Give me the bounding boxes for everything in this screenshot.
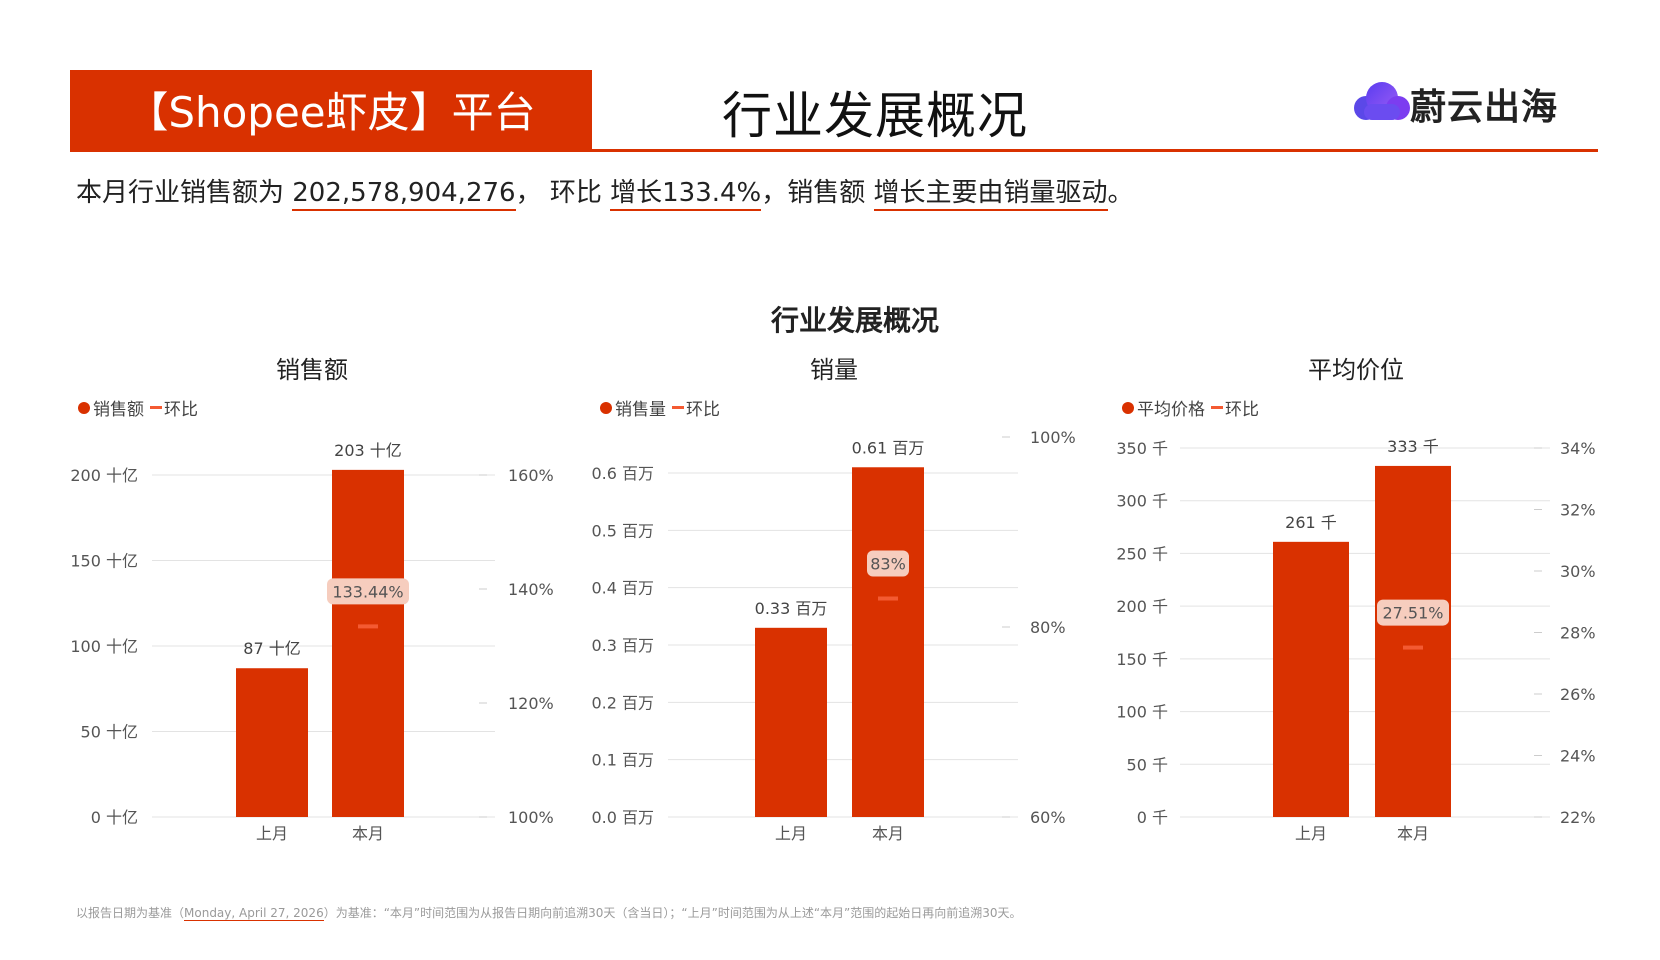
legend-line-marker (672, 406, 684, 409)
x-tick-label: 本月 (872, 824, 904, 843)
y-tick-label: 350 千 (1116, 439, 1168, 458)
legend-line-label: 环比 (686, 400, 720, 420)
y2-tick-label: 100% (508, 808, 554, 827)
bar-2 (852, 467, 924, 817)
bar-1 (236, 668, 308, 817)
y-tick-label: 200 千 (1116, 597, 1168, 616)
cloud-logo-icon (1354, 82, 1410, 120)
y-tick-label: 150 十亿 (70, 552, 138, 571)
y-tick-label: 300 千 (1116, 492, 1168, 511)
legend-bar-label: 销售量 (615, 400, 666, 420)
y-tick-label: 0.1 百万 (591, 751, 654, 770)
mom-label-bg (867, 550, 909, 577)
mom-label: 133.44% (332, 582, 403, 601)
x-tick-label: 上月 (1295, 824, 1327, 843)
x-tick-label: 上月 (775, 824, 807, 843)
summary-suffix: 。 (1107, 178, 1134, 208)
y-tick-label: 0.0 百万 (591, 808, 654, 827)
bar-2 (1375, 465, 1451, 817)
y-tick-label: 50 十亿 (81, 723, 138, 742)
legend-line-marker (150, 406, 162, 409)
y-tick-label: 150 千 (1116, 650, 1168, 669)
footnote-prefix: 以报告日期为基准（ (76, 906, 185, 920)
y-tick-label: 0.4 百万 (591, 579, 654, 598)
y-tick-label: 250 千 (1116, 544, 1168, 563)
y2-tick-label: 140% (508, 580, 554, 599)
y2-tick-label: 32% (1560, 501, 1596, 520)
chart-title-1: 销售额 (276, 356, 348, 384)
bar-2 (332, 469, 404, 817)
legend-bar-marker (1122, 402, 1134, 414)
bar-value-label: 0.61 百万 (852, 438, 925, 457)
platform-banner (70, 70, 592, 152)
y2-tick-label: 120% (508, 694, 554, 713)
legend-bar-marker (78, 402, 90, 414)
mom-marker (878, 596, 898, 601)
legend-bar-label: 销售额 (93, 400, 144, 420)
summary-sales-value: 202,578,904,276 (292, 178, 516, 211)
bar-value-label: 333 千 (1387, 437, 1439, 456)
summary-prefix: 本月行业销售额为 (76, 178, 293, 208)
y2-tick-label: 24% (1560, 747, 1596, 766)
y2-tick-label: 30% (1560, 562, 1596, 581)
mom-label-bg (327, 578, 409, 605)
y2-tick-label: 80% (1030, 618, 1066, 637)
section-title: 行业发展概况 (770, 304, 939, 337)
chart-title-3: 平均价位 (1308, 356, 1404, 384)
y-tick-label: 100 千 (1116, 703, 1168, 722)
logo-text: 蔚云出海 (1410, 87, 1559, 128)
chart-title-2: 销量 (810, 356, 858, 384)
legend-bar-marker (600, 402, 612, 414)
footnote: 以报告日期为基准（Monday, April 27, 2026）为基准：“本月”… (76, 904, 1022, 921)
y-tick-label: 0.2 百万 (591, 693, 654, 712)
footnote-date: Monday, April 27, 2026 (184, 906, 324, 921)
legend-line-label: 环比 (164, 400, 198, 420)
summary-mid2: ，销售额 (761, 178, 874, 208)
y-tick-label: 50 千 (1127, 755, 1168, 774)
bar-value-label: 0.33 百万 (755, 599, 828, 618)
legend-line-label: 环比 (1225, 400, 1259, 420)
mom-label: 27.51% (1382, 604, 1443, 623)
mom-label-bg (1377, 599, 1449, 626)
y-tick-label: 0.3 百万 (591, 636, 654, 655)
footnote-suffix: ）为基准：“本月”时间范围为从报告日期向前追溯30天（含当日）；“上月”时间范围… (323, 906, 1022, 920)
y2-tick-label: 34% (1560, 439, 1596, 458)
bar-value-label: 87 十亿 (243, 639, 300, 658)
x-tick-label: 本月 (352, 824, 384, 843)
legend-bar-label: 平均价格 (1137, 400, 1205, 420)
summary-mid1: ， 环比 (515, 178, 611, 208)
y2-tick-label: 60% (1030, 808, 1066, 827)
x-tick-label: 上月 (256, 824, 288, 843)
mom-marker (358, 624, 378, 629)
header-divider (70, 149, 1598, 152)
y-tick-label: 0.6 百万 (591, 464, 654, 483)
bar-value-label: 261 千 (1285, 513, 1337, 532)
bar-1 (755, 627, 827, 817)
y2-tick-label: 100% (1030, 428, 1076, 447)
bar-value-label: 203 十亿 (334, 441, 402, 460)
bar-1 (1273, 541, 1349, 817)
y-tick-label: 200 十亿 (70, 466, 138, 485)
y2-tick-label: 160% (508, 466, 554, 485)
y-tick-label: 0 十亿 (91, 808, 138, 827)
legend-line-marker (1211, 406, 1223, 409)
platform-label: 【Shopee虾皮】平台 (126, 88, 536, 137)
y-tick-label: 0 千 (1137, 808, 1168, 827)
y2-tick-label: 26% (1560, 685, 1596, 704)
y2-tick-label: 28% (1560, 624, 1596, 643)
x-tick-label: 本月 (1397, 824, 1429, 843)
summary-sentence: 本月行业销售额为 202,578,904,276， 环比 增长133.4%，销售… (76, 172, 1134, 211)
mom-label: 83% (870, 555, 906, 574)
page-title: 行业发展概况 (722, 87, 1028, 145)
summary-driver: 增长主要由销量驱动 (873, 178, 1108, 211)
y2-tick-label: 22% (1560, 808, 1596, 827)
y-tick-label: 0.5 百万 (591, 521, 654, 540)
y-tick-label: 100 十亿 (70, 637, 138, 656)
mom-marker (1403, 645, 1423, 650)
summary-growth: 增长133.4% (610, 178, 762, 211)
